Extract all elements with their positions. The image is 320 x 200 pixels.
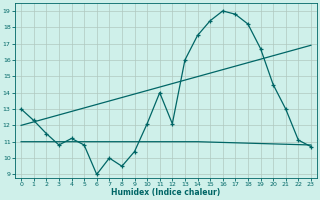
X-axis label: Humidex (Indice chaleur): Humidex (Indice chaleur) [111, 188, 221, 197]
